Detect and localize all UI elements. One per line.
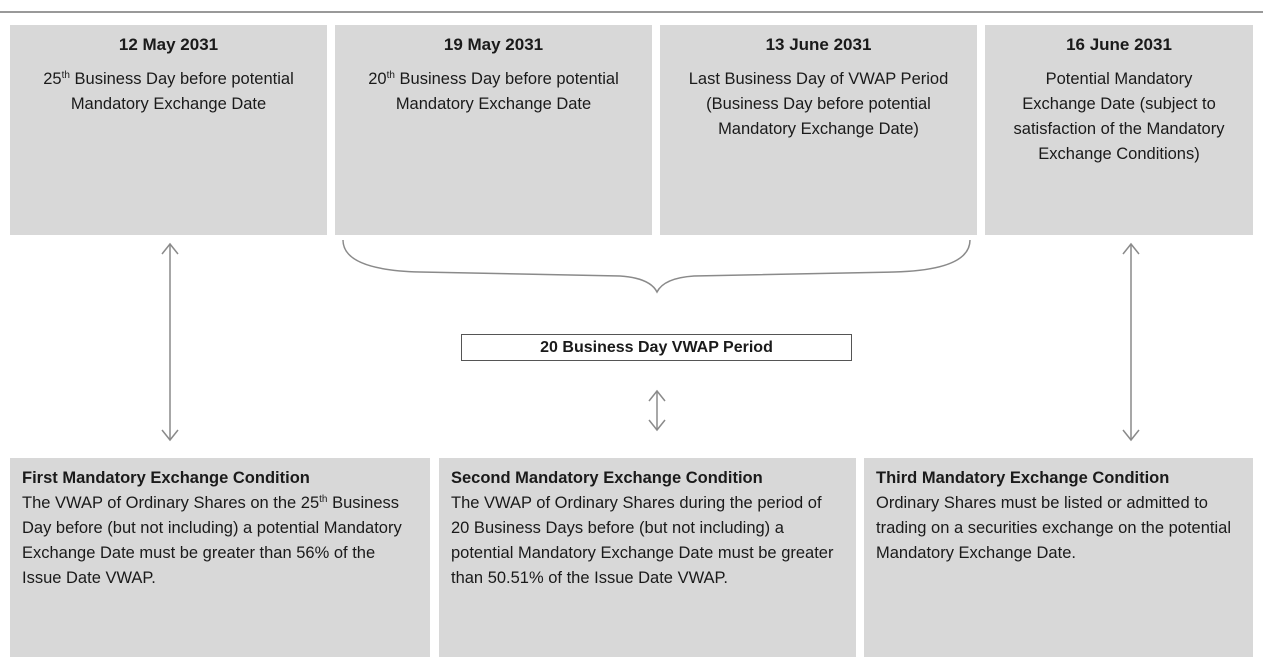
condition-box: First Mandatory Exchange Condition The VW…	[10, 458, 430, 657]
date-box: 19 May 2031 20th Business Day before pote…	[335, 25, 652, 235]
brace	[342, 239, 971, 294]
condition-title: First Mandatory Exchange Condition	[22, 469, 310, 487]
date-box: 16 June 2031 Potential Mandatory Exchange…	[985, 25, 1253, 235]
text: Ordinary Shares must be listed or admitt…	[876, 494, 1231, 562]
condition-box: Third Mandatory Exchange Condition Ordina…	[864, 458, 1253, 657]
condition-text: The VWAP of Ordinary Shares on the 25th …	[22, 491, 418, 591]
date-box: 13 June 2031 Last Business Day of VWAP Pe…	[660, 25, 977, 235]
date: 16 June 2031	[1066, 35, 1172, 54]
description: 25th Business Day before potential Manda…	[32, 67, 305, 117]
text: The VWAP of Ordinary Shares during the p…	[451, 494, 834, 587]
text: Last Business Day of VWAP Period (Busine…	[688, 70, 949, 138]
arrow-right	[1122, 242, 1140, 442]
text: Business Day before (but not including) …	[22, 494, 402, 587]
text: Business Day before potential Mandatory …	[394, 70, 619, 113]
condition-text: The VWAP of Ordinary Shares during the p…	[451, 491, 844, 591]
description: 20th Business Day before potential Manda…	[357, 67, 630, 117]
superscript: th	[319, 494, 328, 505]
date: 19 May 2031	[443, 35, 544, 54]
period-label: 20 Business Day VWAP Period	[461, 334, 852, 361]
condition-title: Third Mandatory Exchange Condition	[876, 469, 1170, 487]
condition-text: Ordinary Shares must be listed or admitt…	[876, 491, 1241, 566]
description: Potential Mandatory Exchange Date (subje…	[1007, 67, 1231, 167]
text: 20	[368, 70, 387, 88]
superscript: th	[386, 70, 395, 81]
arrow-left	[161, 242, 179, 442]
superscript: th	[61, 70, 70, 81]
text: Potential Mandatory Exchange Date (subje…	[1013, 70, 1225, 163]
description: Last Business Day of VWAP Period (Busine…	[682, 67, 955, 142]
condition-title: Second Mandatory Exchange Condition	[451, 469, 763, 487]
date-box: 12 May 2031 25th Business Day before pote…	[10, 25, 327, 235]
text: 25	[43, 70, 62, 88]
date: 12 May 2031	[118, 35, 219, 54]
text: Business Day before potential Mandatory …	[69, 70, 294, 113]
text: The VWAP of Ordinary Shares on the 25	[22, 494, 320, 512]
arrow-center	[648, 389, 666, 432]
condition-box: Second Mandatory Exchange Condition The V…	[439, 458, 856, 657]
date: 13 June 2031	[765, 35, 872, 54]
